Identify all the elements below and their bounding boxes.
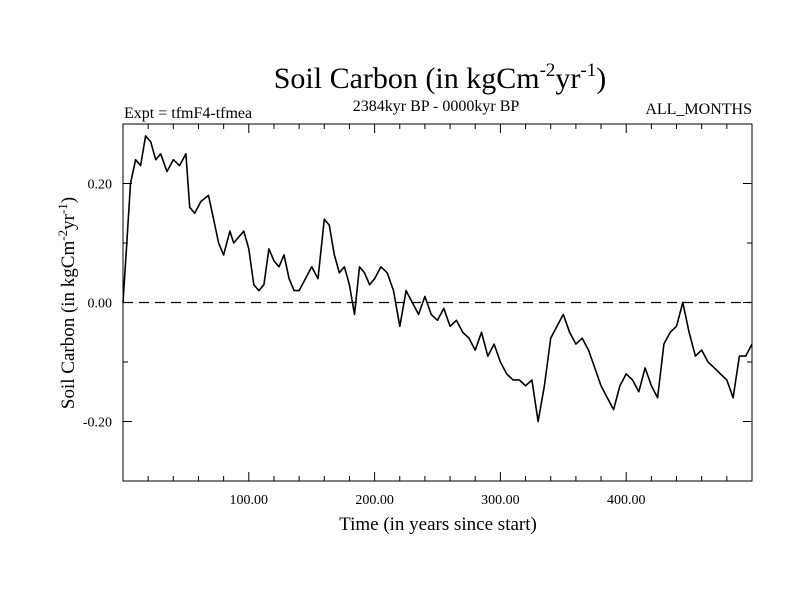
chart-title-sup2: -1	[580, 60, 596, 81]
chart-title-end: )	[596, 62, 606, 95]
y-axis-label-main: Soil Carbon (in kgCm	[58, 241, 79, 410]
chart-title: Soil Carbon (in kgCm-2yr-1)	[274, 60, 607, 95]
x-axis-label: Time (in years since start)	[339, 514, 537, 535]
chart-title-mid: yr	[555, 62, 580, 95]
y-tick-label: 0.20	[88, 178, 113, 193]
y-axis-label-mid: yr	[58, 213, 79, 230]
chart-title-main: Soil Carbon (in kgCm	[274, 62, 540, 95]
subtitle-experiment: Expt = tfmF4-tfmea	[124, 105, 252, 122]
x-tick-label: 200.00	[355, 493, 394, 508]
x-tick-label: 400.00	[607, 493, 646, 508]
y-axis-label-end: )	[58, 197, 79, 203]
axis-ticks: 100.00 200.00 300.00 400.00 0.20 0.00 -0.20	[83, 124, 752, 508]
chart-title-sup1: -2	[540, 60, 556, 81]
y-tick-label: -0.20	[83, 416, 112, 431]
subtitle-months: ALL_MONTHS	[645, 101, 752, 118]
x-tick-label: 300.00	[481, 493, 520, 508]
x-tick-label: 100.00	[230, 493, 269, 508]
series-line-soil-carbon	[122, 135, 753, 423]
y-axis-label: Soil Carbon (in kgCm-2yr-1)	[55, 197, 79, 409]
y-axis-label-sup1: -2	[55, 230, 70, 241]
y-axis-label-sup2: -1	[55, 203, 70, 214]
y-tick-label: 0.00	[88, 297, 113, 312]
subtitle-period: 2384kyr BP - 0000kyr BP	[353, 98, 520, 115]
